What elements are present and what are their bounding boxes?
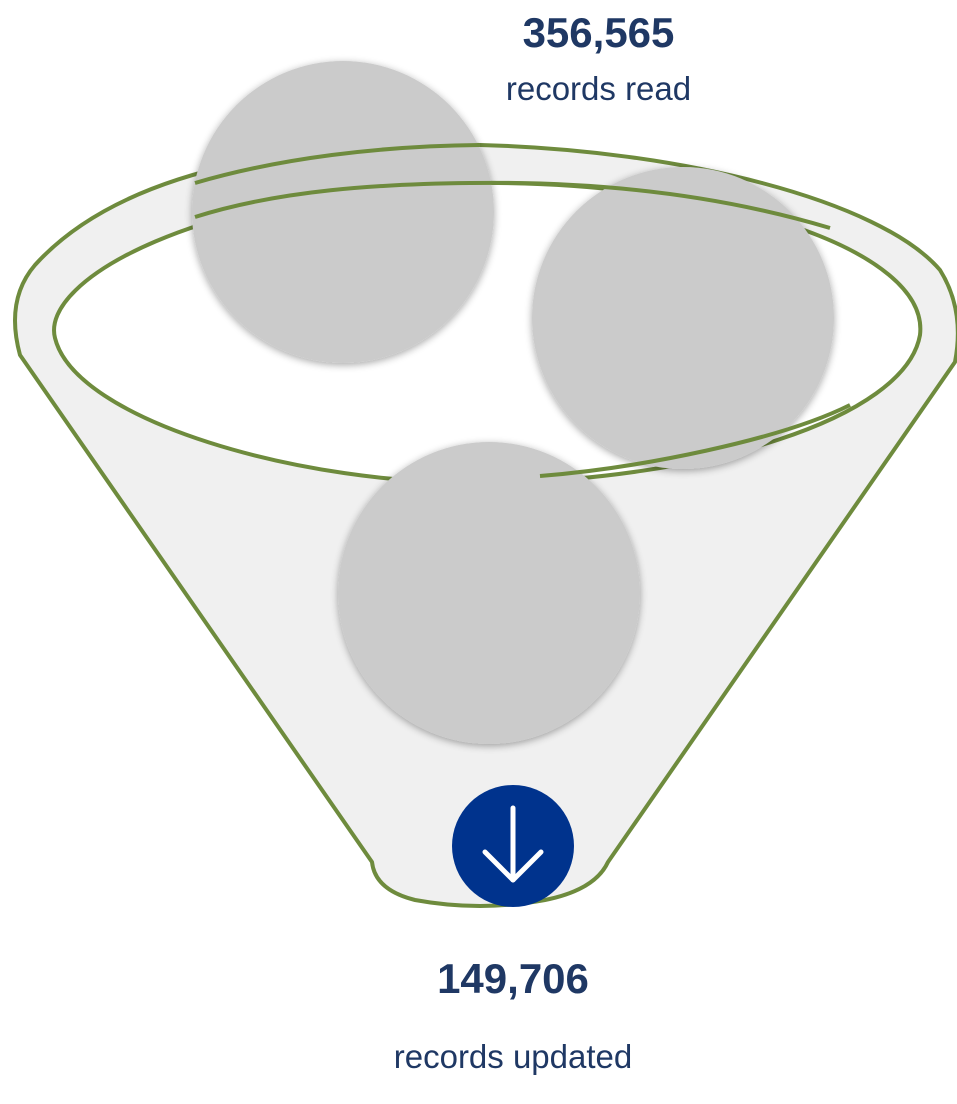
funnel-rim-outer-front (194, 143, 481, 185)
record-ball (532, 167, 834, 469)
record-ball (338, 442, 640, 744)
records-updated-value: 149,706 (437, 955, 589, 1002)
output-badge (452, 785, 574, 907)
records-read-value: 356,565 (522, 9, 675, 56)
arrow-down-icon (482, 805, 544, 883)
funnel-rim-lower-front (539, 403, 851, 478)
records-read-label: records read (505, 70, 692, 107)
record-ball (192, 61, 494, 363)
funnel-rim-front (194, 180, 831, 230)
records-updated-label: records updated (393, 1038, 633, 1075)
